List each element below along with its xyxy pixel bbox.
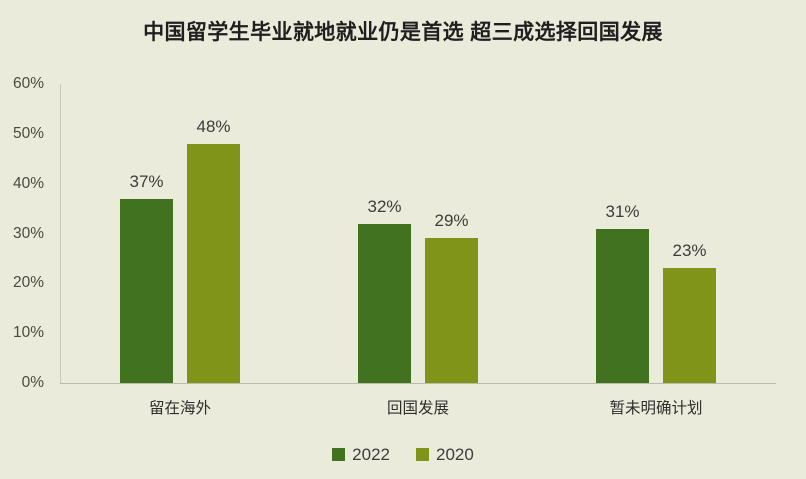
legend-label: 2020 bbox=[436, 445, 474, 464]
bar-2020-暂未明确计划 bbox=[663, 268, 716, 383]
bar-2022-留在海外 bbox=[120, 198, 173, 383]
chart-title: 中国留学生毕业就地就业仍是首选 超三成选择回国发展 bbox=[143, 21, 663, 44]
bar-2022-暂未明确计划 bbox=[596, 228, 649, 383]
y-axis-tick-label: 40% bbox=[12, 174, 44, 192]
y-axis-tick-label: 50% bbox=[12, 124, 44, 142]
legend-swatch-icon bbox=[332, 448, 346, 461]
x-axis-category-label: 暂未明确计划 bbox=[609, 400, 703, 417]
bar-value-label: 31% bbox=[605, 201, 640, 221]
y-axis-tick-label: 60% bbox=[12, 75, 44, 92]
y-axis-tick-label: 10% bbox=[12, 324, 44, 342]
y-axis-tick-label: 0% bbox=[21, 374, 44, 391]
plot-area: 37% 48% 32% 29% 31% 23% bbox=[61, 84, 775, 383]
bar-value-label: 23% bbox=[672, 241, 707, 261]
legend-label: 2022 bbox=[352, 445, 390, 464]
legend-item-2022[interactable]: 2022 bbox=[332, 446, 390, 463]
bar-value-label: 32% bbox=[367, 196, 402, 216]
bar-2020-回国发展 bbox=[425, 238, 478, 383]
bar-value-label: 37% bbox=[129, 171, 164, 191]
x-axis-category-label: 回国发展 bbox=[386, 400, 450, 417]
bar-value-label: 29% bbox=[434, 211, 469, 231]
x-axis-line bbox=[60, 383, 776, 384]
y-axis-tick-label: 30% bbox=[12, 224, 44, 242]
legend-item-2020[interactable]: 2020 bbox=[416, 446, 474, 463]
y-axis-line bbox=[60, 84, 61, 383]
chart-legend: 2022 2020 bbox=[0, 446, 806, 463]
bar-2022-回国发展 bbox=[358, 223, 411, 383]
bar-2020-留在海外 bbox=[187, 143, 240, 383]
legend-swatch-icon bbox=[416, 448, 429, 461]
x-axis-category-label: 留在海外 bbox=[148, 400, 212, 417]
y-axis-tick-label: 20% bbox=[12, 274, 44, 292]
bar-value-label: 48% bbox=[196, 116, 231, 136]
